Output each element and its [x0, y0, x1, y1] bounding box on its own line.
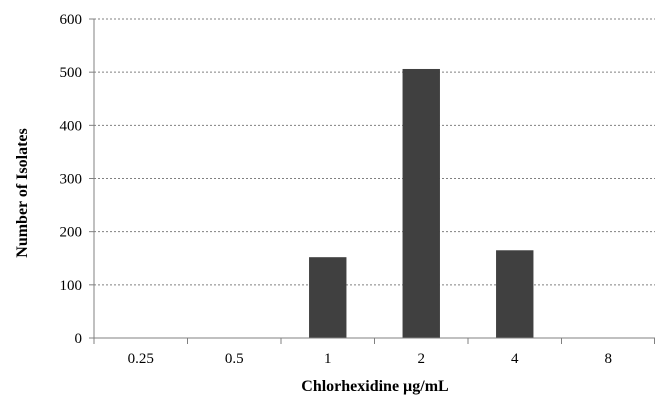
x-tick-label: 2 — [418, 351, 426, 367]
x-tick-label: 1 — [324, 351, 332, 367]
axes — [89, 18, 655, 344]
x-tick-labels: 0.25 0.5 1 2 4 8 — [128, 351, 612, 367]
y-tick-label: 300 — [60, 172, 83, 188]
y-tick-label: 100 — [60, 278, 83, 294]
x-axis-title: Chlorhexidine µg/mL — [301, 378, 448, 395]
y-tick-label: 600 — [60, 12, 83, 28]
y-tick-labels: 0 100 200 300 400 500 600 — [60, 12, 83, 347]
bar-2 — [402, 68, 440, 338]
y-tick-label: 500 — [60, 65, 83, 81]
x-tick-label: 4 — [511, 351, 519, 367]
y-axis-title: Number of Isolates — [14, 128, 31, 257]
bar-4 — [496, 250, 534, 338]
x-tick-label: 0.25 — [128, 351, 154, 367]
y-tick-label: 400 — [60, 118, 83, 134]
bar-1 — [309, 257, 347, 338]
x-tick-label: 8 — [605, 351, 613, 367]
y-tick-label: 200 — [60, 225, 83, 241]
bars — [309, 68, 534, 338]
y-tick-label: 0 — [75, 331, 83, 347]
gridlines — [94, 18, 655, 286]
x-tick-label: 0.5 — [225, 351, 244, 367]
